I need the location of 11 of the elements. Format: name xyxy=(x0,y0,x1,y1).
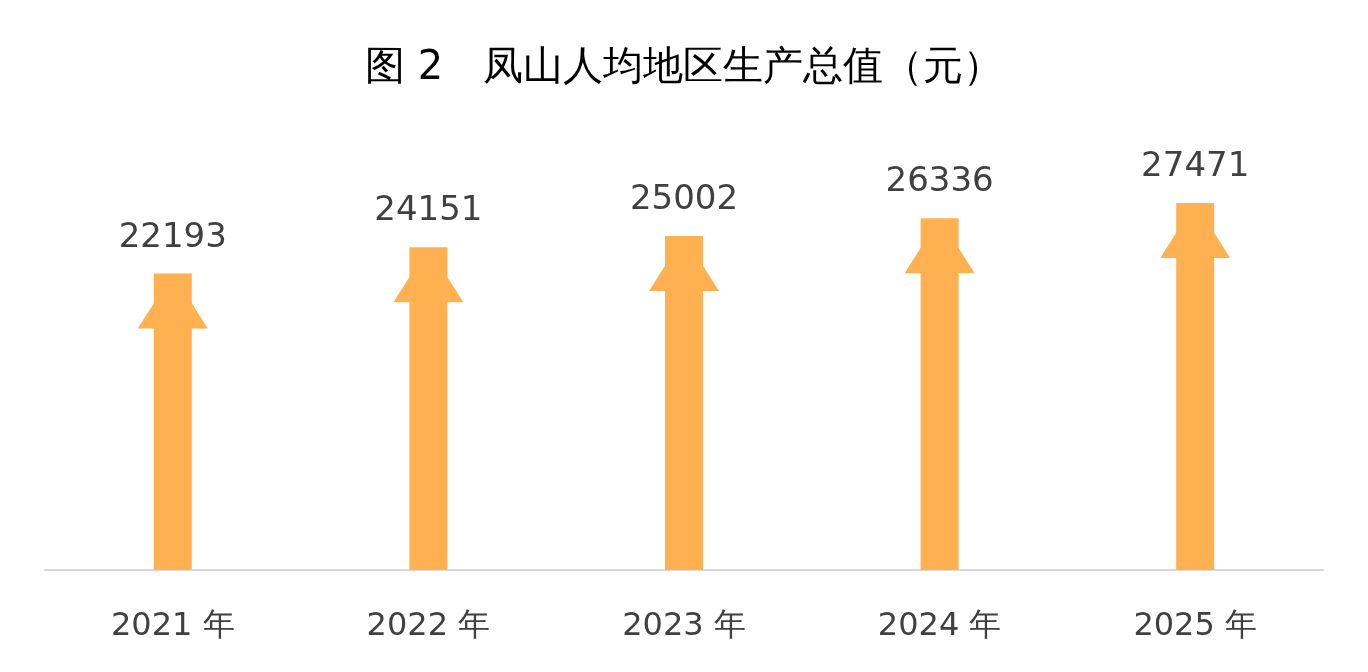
x-tick-label: 2025 年 xyxy=(1133,605,1257,643)
x-tick-label: 2021 年 xyxy=(111,605,235,643)
x-tick-label: 2023 年 xyxy=(622,605,746,643)
x-tick-label: 2024 年 xyxy=(877,605,1002,643)
data-label: 24151 xyxy=(374,188,483,229)
data-label: 27471 xyxy=(1141,144,1250,184)
x-tick-label: 2022 年 xyxy=(366,605,491,643)
chart-title: 图 2 凤山人均地区生产总值（元） xyxy=(364,42,1004,88)
data-label: 22193 xyxy=(118,214,227,255)
data-label: 26336 xyxy=(885,159,994,200)
data-label: 25002 xyxy=(629,176,739,217)
